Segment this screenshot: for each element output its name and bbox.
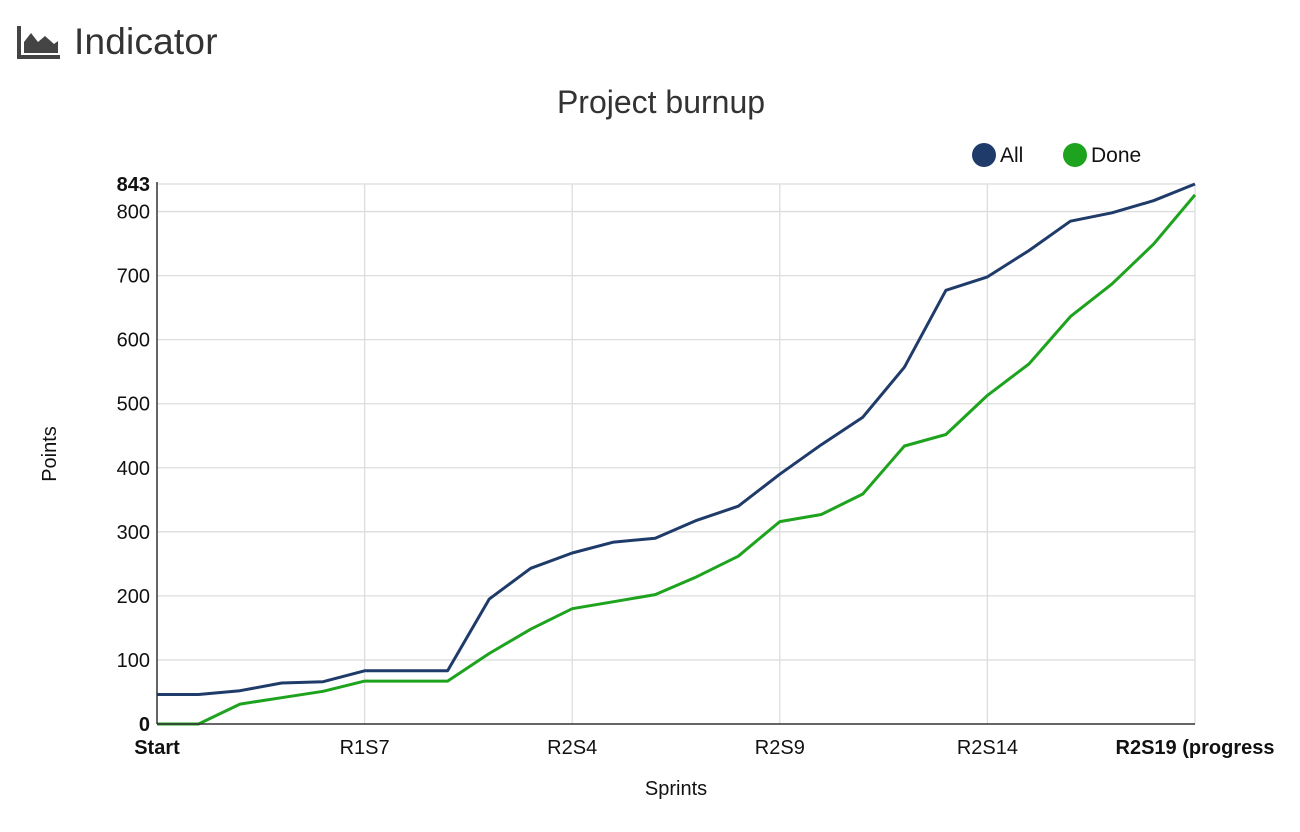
series-line-all	[157, 182, 1196, 696]
y-tick-label: 500	[117, 394, 150, 416]
y-tick-label: 300	[117, 522, 150, 544]
page-title: Indicator	[74, 21, 218, 62]
x-tick-label: R1S7	[340, 737, 390, 759]
y-tick-label: 400	[117, 458, 150, 480]
x-tick-label: Start	[134, 737, 180, 759]
legend: All Done	[972, 143, 1141, 167]
legend-label-all: All	[1000, 144, 1023, 167]
legend-marker-all	[972, 143, 996, 167]
legend-marker-done	[1063, 143, 1087, 167]
y-tick-label: 800	[117, 202, 150, 224]
y-axis-title: Points	[39, 426, 61, 482]
y-tick-label: 0	[139, 714, 150, 736]
y-tick-label: 100	[117, 650, 150, 672]
x-axis-title: Sprints	[645, 778, 707, 800]
series-layer	[157, 182, 1197, 726]
x-tick-label: R2S19 (progress	[1116, 737, 1275, 759]
series-line-done	[157, 193, 1197, 726]
chart-title: Project burnup	[556, 84, 766, 120]
grid-lines	[157, 183, 1196, 724]
y-tick-label: 700	[117, 266, 150, 288]
x-tick-label: R2S4	[547, 737, 597, 759]
axes: 0 100 200 300 400 500 600 700 800 843 Start R1S7 R2S…	[39, 174, 1274, 800]
area-chart-icon	[17, 26, 60, 59]
x-tick-label: R2S9	[755, 737, 805, 759]
y-tick-label: 843	[117, 174, 150, 196]
page-header: Indicator	[16, 20, 218, 64]
legend-label-done: Done	[1091, 144, 1141, 167]
x-tick-label: R2S14	[957, 737, 1018, 759]
y-tick-label: 200	[117, 586, 150, 608]
y-tick-label: 600	[117, 330, 150, 352]
